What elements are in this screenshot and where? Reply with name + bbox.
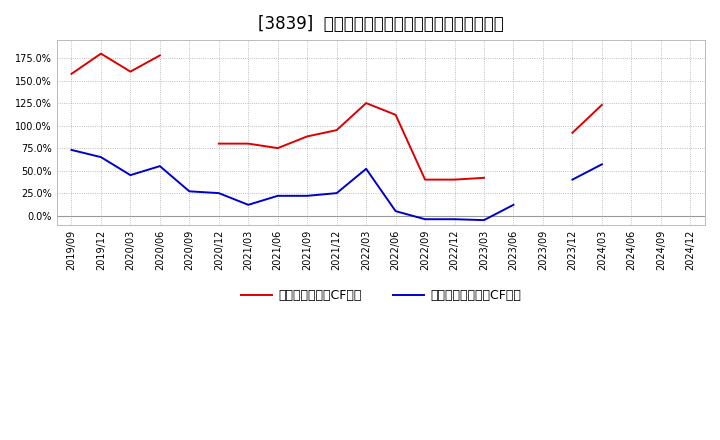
Line: 有利子負債営業CF比率: 有利子負債営業CF比率 bbox=[71, 54, 160, 74]
有利子負債フリーCF比率 bbox=[303, 193, 312, 198]
有利子負債フリーCF比率 bbox=[333, 191, 341, 196]
有利子負債フリーCF比率 bbox=[96, 154, 105, 160]
有利子負債フリーCF比率 bbox=[244, 202, 253, 208]
有利子負債フリーCF比率 bbox=[67, 147, 76, 153]
有利子負債営業CF比率 bbox=[156, 53, 164, 58]
有利子負債フリーCF比率 bbox=[509, 202, 518, 208]
有利子負債フリーCF比率 bbox=[362, 166, 371, 172]
有利子負債フリーCF比率 bbox=[274, 193, 282, 198]
有利子負債フリーCF比率 bbox=[156, 164, 164, 169]
有利子負債フリーCF比率 bbox=[420, 216, 429, 222]
有利子負債フリーCF比率 bbox=[215, 191, 223, 196]
有利子負債営業CF比率 bbox=[96, 51, 105, 56]
有利子負債フリーCF比率 bbox=[391, 209, 400, 214]
有利子負債営業CF比率 bbox=[126, 69, 135, 74]
有利子負債フリーCF比率 bbox=[185, 189, 194, 194]
有利子負債フリーCF比率 bbox=[450, 216, 459, 222]
Legend: 有利子負債営業CF比率, 有利子負債フリーCF比率: 有利子負債営業CF比率, 有利子負債フリーCF比率 bbox=[235, 284, 526, 307]
有利子負債フリーCF比率 bbox=[126, 172, 135, 178]
Line: 有利子負債フリーCF比率: 有利子負債フリーCF比率 bbox=[71, 150, 513, 220]
Title: [3839]  有利子負債キャッシュフロー比率の推移: [3839] 有利子負債キャッシュフロー比率の推移 bbox=[258, 15, 504, 33]
有利子負債営業CF比率 bbox=[67, 71, 76, 77]
有利子負債フリーCF比率 bbox=[480, 217, 488, 223]
